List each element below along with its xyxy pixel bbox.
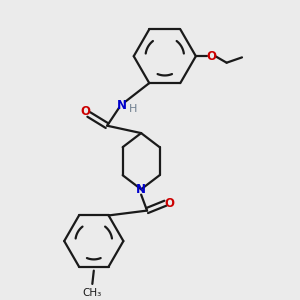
Text: O: O: [206, 50, 216, 63]
Text: N: N: [117, 98, 127, 112]
Text: H: H: [129, 103, 137, 113]
Text: O: O: [165, 197, 175, 210]
Text: N: N: [136, 183, 146, 196]
Text: O: O: [80, 105, 90, 118]
Text: CH₃: CH₃: [83, 288, 102, 298]
